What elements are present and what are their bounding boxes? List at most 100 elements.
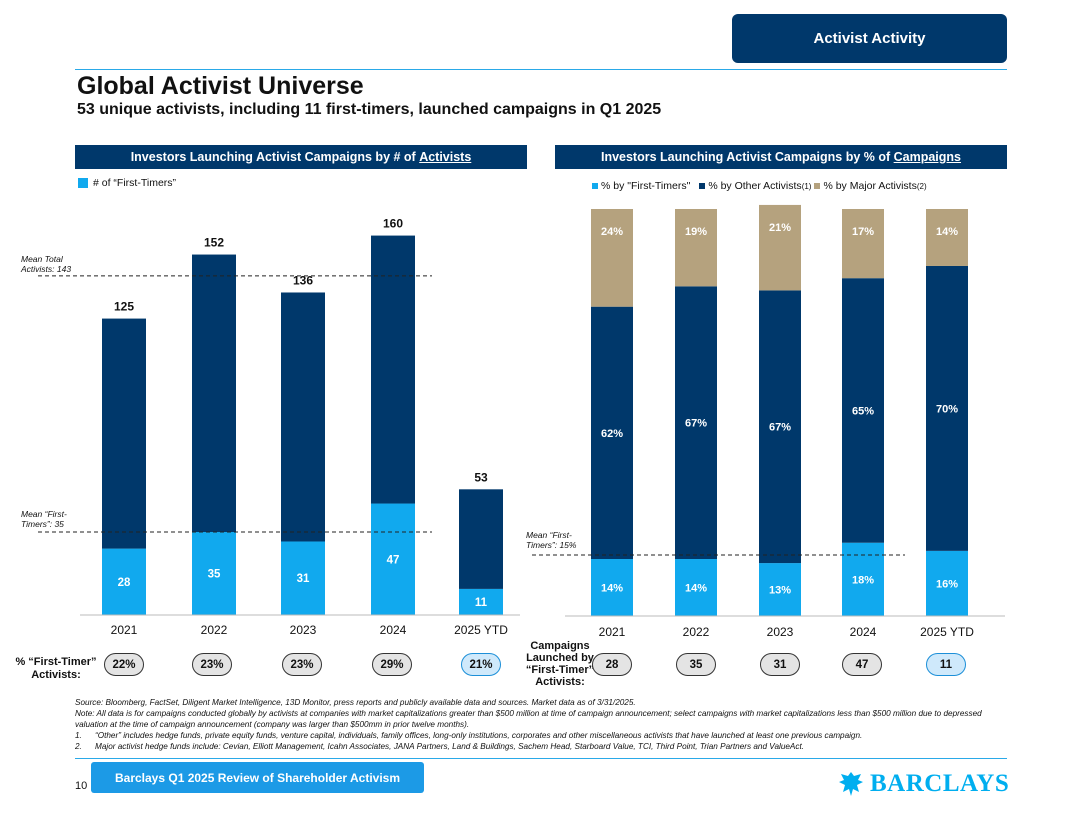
pct-value-label: 67%	[769, 422, 791, 434]
legend-swatch-first-timers	[78, 178, 88, 188]
legend-swatch-major-pct	[814, 183, 821, 189]
barclays-wordmark: BARCLAYS	[870, 770, 1010, 797]
bar-other-2022	[192, 254, 236, 533]
bar-major-pct-2022	[675, 209, 717, 287]
left-pill-row-label: % “First-Timer” Activists:	[12, 656, 100, 682]
pct-value-label: 24%	[601, 226, 623, 238]
bar-other-pct-2021	[591, 306, 633, 560]
bar-other-2025-ytd	[459, 489, 503, 589]
first-timer-pct-pill-3: 29%	[372, 653, 412, 676]
right-pill-row-label-line1: Campaigns	[530, 640, 590, 652]
bar-first-timers-2025-ytd	[459, 588, 503, 615]
barclays-logo: BARCLAYS	[838, 770, 1009, 798]
bar-other-2024	[371, 235, 415, 504]
first-timer-pct-pill-1: 23%	[192, 653, 232, 676]
bar-major-pct-2021	[591, 209, 633, 307]
total-value-label: 136	[293, 273, 313, 287]
pct-value-label: 67%	[685, 418, 707, 430]
total-value-label: 160	[383, 217, 403, 231]
page-subtitle: 53 unique activists, including 11 first-…	[77, 101, 662, 118]
bar-first-timers-pct-2021	[591, 559, 633, 616]
bar-other-pct-2022	[675, 286, 717, 560]
left-bar-chart: 28 125 2021 35 152 2022 31 136 2023 47 160 2024 11 53…	[20, 217, 520, 637]
footnotes: Source: Bloomberg, FactSet, Diligent Mar…	[75, 697, 1010, 752]
bar-other-pct-2025-ytd	[926, 265, 968, 551]
right-pill-row-label-line4: Activists:	[535, 676, 585, 688]
bar-other-pct-2024	[842, 278, 884, 543]
first-timer-value-label: 47	[387, 554, 400, 566]
footnote-2-num: 2.	[75, 742, 82, 751]
bar-first-timers-pct-2025-ytd	[926, 550, 968, 616]
first-timer-value-label: 31	[297, 573, 310, 585]
footer-tag-label: Barclays Q1 2025 Review of Shareholder A…	[114, 770, 401, 785]
x-tick-label: 2025 YTD	[920, 625, 974, 639]
left-legend: # of “First-Timers”	[78, 177, 176, 189]
pct-value-label: 14%	[685, 583, 707, 595]
left-heading-link: Activists	[419, 150, 472, 164]
footer-tag: Barclays Q1 2025 Review of Shareholder A…	[91, 762, 424, 793]
bar-other-2021	[102, 318, 146, 549]
footnote-2: 2. Major activist hedge funds include: Ce…	[75, 741, 1010, 752]
pct-value-label: 14%	[936, 226, 958, 238]
left-heading-text: Investors Launching Activist Campaigns b…	[130, 150, 420, 164]
mean-first-timers-label: Mean “First-Timers”: 15%	[526, 530, 577, 550]
footer-rule	[75, 758, 1007, 759]
right-pill-row-label-line3: “First-Timer”	[525, 664, 595, 676]
left-pill-row-label-line1: % “First-Timer”	[15, 656, 97, 668]
first-timer-value-label: 11	[475, 597, 488, 609]
x-tick-label: 2022	[201, 623, 228, 637]
bar-other-2023	[281, 292, 325, 542]
mean-total-label: Mean Total Activists: 143	[20, 254, 71, 274]
right-heading-link: Campaigns	[893, 150, 962, 164]
x-tick-label: 2021	[111, 623, 138, 637]
first-timer-count-pill-0: 28	[592, 653, 632, 676]
legend-label-first-timers: # of “First-Timers”	[93, 177, 177, 189]
x-tick-label: 2021	[599, 625, 626, 639]
bar-first-timers-2024	[371, 503, 415, 615]
pct-value-label: 62%	[601, 428, 623, 440]
x-tick-label: 2023	[767, 625, 794, 639]
footnote-1-num: 1.	[75, 731, 82, 740]
general-note: Note: All data is for campaigns conducte…	[75, 709, 982, 729]
pct-value-label: 17%	[852, 226, 874, 238]
bar-first-timers-pct-2023	[759, 563, 801, 616]
right-stacked-chart: 14% 62% 24% 2021 14% 67% 19% 2022 13% 67% 21% 2023 1…	[526, 204, 1005, 639]
legend-label-first-timers-pct: % by "First-Timers"	[601, 180, 691, 192]
page-title: Global Activist Universe	[77, 72, 364, 100]
header-rule	[75, 69, 1007, 70]
first-timer-count-pill-4: 11	[926, 653, 966, 676]
pct-value-label: 18%	[852, 574, 874, 586]
eagle-icon	[839, 772, 863, 796]
pct-value-label: 16%	[936, 578, 958, 590]
footnote-1: 1. “Other” includes hedge funds, private …	[75, 730, 1010, 741]
pct-value-label: 13%	[769, 585, 791, 597]
left-pill-row-label-line2: Activists:	[31, 669, 81, 681]
section-tag: Activist Activity	[732, 14, 1007, 63]
bar-first-timers-2021	[102, 548, 146, 615]
bar-major-pct-2025-ytd	[926, 209, 968, 266]
x-tick-label: 2024	[380, 623, 407, 637]
legend-swatch-other-pct	[699, 183, 706, 189]
page-number: 10	[75, 780, 88, 792]
pct-value-label: 70%	[936, 403, 958, 415]
first-timer-count-pill-3: 47	[842, 653, 882, 676]
bar-other-pct-2023	[759, 290, 801, 564]
bar-first-timers-2023	[281, 541, 325, 615]
legend-label-other-pct: % by Other Activists	[708, 180, 802, 192]
pct-value-label: 65%	[852, 405, 874, 417]
bar-major-pct-2024	[842, 209, 884, 279]
total-value-label: 53	[474, 470, 488, 484]
first-timer-pct-pill-0: 22%	[104, 653, 144, 676]
bar-major-pct-2023	[759, 204, 801, 291]
legend-label-major-pct: % by Major Activists	[823, 180, 917, 192]
legend-footnote-2: (2)	[916, 181, 927, 191]
right-pill-row-label: Campaigns Launched by “First-Timer” Acti…	[520, 640, 600, 688]
pct-value-label: 14%	[601, 583, 623, 595]
footnote-2-text: Major activist hedge funds include: Cevi…	[95, 742, 805, 751]
first-timer-value-label: 35	[208, 569, 221, 581]
first-timer-value-label: 28	[118, 577, 131, 589]
pct-value-label: 19%	[685, 226, 707, 238]
total-value-label: 125	[114, 300, 134, 314]
section-tag-label: Activist Activity	[813, 30, 926, 47]
legend-swatch-first-timers-pct	[592, 183, 598, 189]
